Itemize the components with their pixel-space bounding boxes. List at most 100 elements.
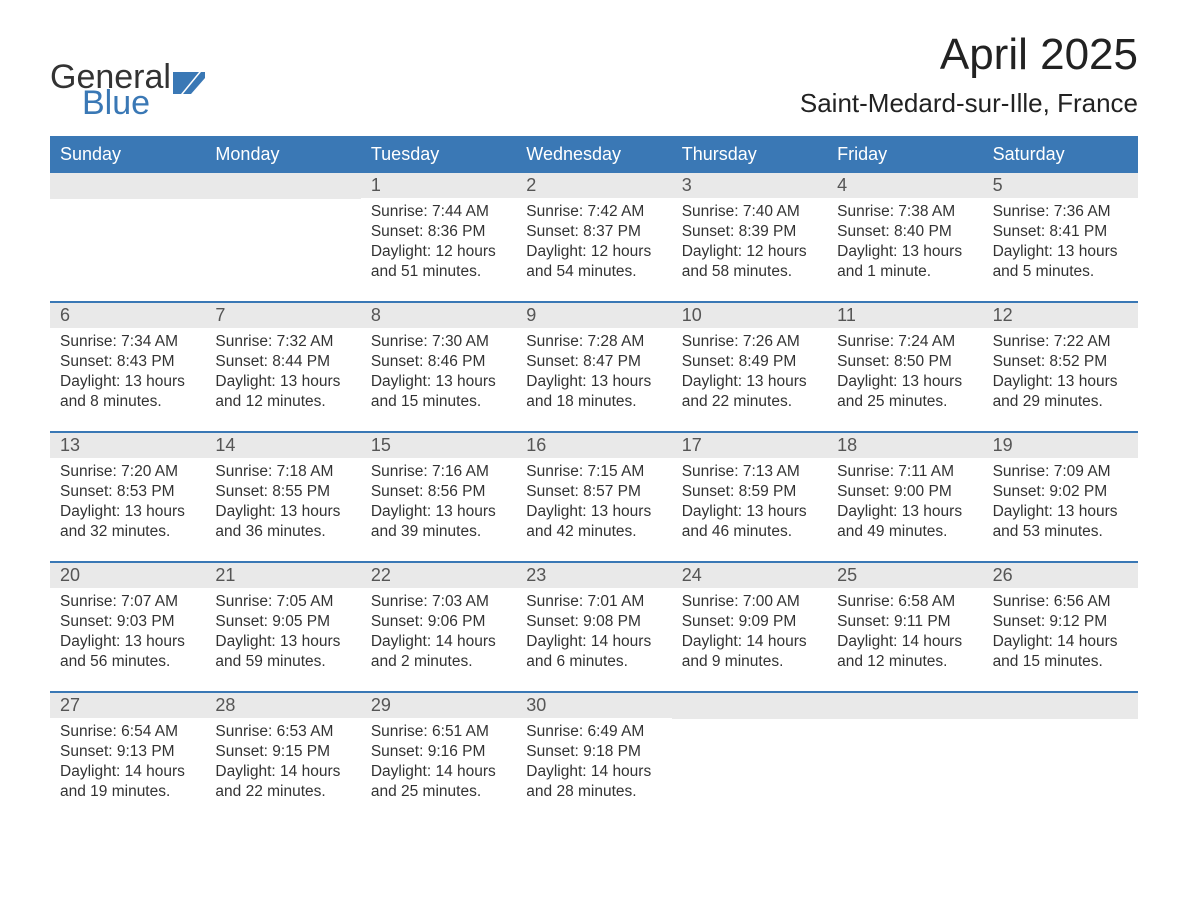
day-daylight2: and 18 minutes. <box>526 392 661 412</box>
day-number: 7 <box>205 303 360 328</box>
week-row: 20Sunrise: 7:07 AMSunset: 9:03 PMDayligh… <box>50 561 1138 691</box>
day-sunrise: Sunrise: 7:00 AM <box>682 592 817 612</box>
day-sunrise: Sunrise: 7:09 AM <box>993 462 1128 482</box>
day-daylight1: Daylight: 13 hours <box>371 372 506 392</box>
day-cell: 19Sunrise: 7:09 AMSunset: 9:02 PMDayligh… <box>983 433 1138 561</box>
day-cell: 16Sunrise: 7:15 AMSunset: 8:57 PMDayligh… <box>516 433 671 561</box>
day-sunrise: Sunrise: 7:20 AM <box>60 462 195 482</box>
day-daylight2: and 5 minutes. <box>993 262 1128 282</box>
day-number: 3 <box>672 173 827 198</box>
day-body: Sunrise: 7:11 AMSunset: 9:00 PMDaylight:… <box>827 458 982 551</box>
day-cell: 15Sunrise: 7:16 AMSunset: 8:56 PMDayligh… <box>361 433 516 561</box>
day-sunrise: Sunrise: 7:03 AM <box>371 592 506 612</box>
day-number: 18 <box>827 433 982 458</box>
day-sunrise: Sunrise: 7:30 AM <box>371 332 506 352</box>
day-daylight1: Daylight: 13 hours <box>526 372 661 392</box>
day-daylight1: Daylight: 13 hours <box>60 372 195 392</box>
day-cell <box>827 693 982 821</box>
day-daylight1: Daylight: 14 hours <box>60 762 195 782</box>
day-daylight2: and 36 minutes. <box>215 522 350 542</box>
day-number: 20 <box>50 563 205 588</box>
day-daylight1: Daylight: 12 hours <box>682 242 817 262</box>
day-daylight1: Daylight: 13 hours <box>993 372 1128 392</box>
day-sunset: Sunset: 8:56 PM <box>371 482 506 502</box>
day-daylight2: and 29 minutes. <box>993 392 1128 412</box>
day-body: Sunrise: 6:53 AMSunset: 9:15 PMDaylight:… <box>205 718 360 811</box>
day-cell: 9 Sunrise: 7:28 AMSunset: 8:47 PMDaylight… <box>516 303 671 431</box>
day-cell: 5Sunrise: 7:36 AMSunset: 8:41 PMDaylight… <box>983 173 1138 301</box>
day-cell: 22Sunrise: 7:03 AMSunset: 9:06 PMDayligh… <box>361 563 516 691</box>
week-row: 6Sunrise: 7:34 AMSunset: 8:43 PMDaylight… <box>50 301 1138 431</box>
weekday-header-row: Sunday Monday Tuesday Wednesday Thursday… <box>50 136 1138 173</box>
day-number: 6 <box>50 303 205 328</box>
day-daylight1: Daylight: 13 hours <box>526 502 661 522</box>
day-daylight1: Daylight: 14 hours <box>682 632 817 652</box>
day-cell: 11Sunrise: 7:24 AMSunset: 8:50 PMDayligh… <box>827 303 982 431</box>
day-daylight2: and 12 minutes. <box>215 392 350 412</box>
day-daylight2: and 12 minutes. <box>837 652 972 672</box>
day-cell: 8Sunrise: 7:30 AMSunset: 8:46 PMDaylight… <box>361 303 516 431</box>
day-cell: 1Sunrise: 7:44 AMSunset: 8:36 PMDaylight… <box>361 173 516 301</box>
day-body: Sunrise: 7:42 AMSunset: 8:37 PMDaylight:… <box>516 198 671 291</box>
day-sunrise: Sunrise: 6:53 AM <box>215 722 350 742</box>
day-daylight1: Daylight: 12 hours <box>526 242 661 262</box>
day-cell: 29Sunrise: 6:51 AMSunset: 9:16 PMDayligh… <box>361 693 516 821</box>
day-sunrise: Sunrise: 6:54 AM <box>60 722 195 742</box>
day-body: Sunrise: 7:09 AMSunset: 9:02 PMDaylight:… <box>983 458 1138 551</box>
day-body: Sunrise: 7:30 AMSunset: 8:46 PMDaylight:… <box>361 328 516 421</box>
day-cell: 6Sunrise: 7:34 AMSunset: 8:43 PMDaylight… <box>50 303 205 431</box>
day-cell: 2Sunrise: 7:42 AMSunset: 8:37 PMDaylight… <box>516 173 671 301</box>
day-daylight1: Daylight: 13 hours <box>215 632 350 652</box>
day-body: Sunrise: 7:20 AMSunset: 8:53 PMDaylight:… <box>50 458 205 551</box>
day-daylight2: and 8 minutes. <box>60 392 195 412</box>
day-sunset: Sunset: 8:52 PM <box>993 352 1128 372</box>
day-number: 1 <box>361 173 516 198</box>
day-sunset: Sunset: 8:37 PM <box>526 222 661 242</box>
day-number: 13 <box>50 433 205 458</box>
day-number <box>672 693 827 719</box>
day-sunset: Sunset: 9:06 PM <box>371 612 506 632</box>
day-body: Sunrise: 7:16 AMSunset: 8:56 PMDaylight:… <box>361 458 516 551</box>
day-number <box>205 173 360 199</box>
weekday-friday: Friday <box>827 136 982 173</box>
day-daylight2: and 22 minutes. <box>682 392 817 412</box>
day-sunrise: Sunrise: 7:28 AM <box>526 332 661 352</box>
day-daylight1: Daylight: 14 hours <box>371 632 506 652</box>
day-number: 21 <box>205 563 360 588</box>
day-daylight2: and 49 minutes. <box>837 522 972 542</box>
day-sunset: Sunset: 8:46 PM <box>371 352 506 372</box>
day-sunrise: Sunrise: 7:05 AM <box>215 592 350 612</box>
day-sunset: Sunset: 9:08 PM <box>526 612 661 632</box>
day-number: 11 <box>827 303 982 328</box>
week-row: 13Sunrise: 7:20 AMSunset: 8:53 PMDayligh… <box>50 431 1138 561</box>
day-body: Sunrise: 6:51 AMSunset: 9:16 PMDaylight:… <box>361 718 516 811</box>
weekday-thursday: Thursday <box>672 136 827 173</box>
day-body: Sunrise: 7:40 AMSunset: 8:39 PMDaylight:… <box>672 198 827 291</box>
day-sunset: Sunset: 9:15 PM <box>215 742 350 762</box>
header: General Blue April 2025 Saint-Medard-sur… <box>50 30 1138 120</box>
day-daylight2: and 54 minutes. <box>526 262 661 282</box>
day-sunset: Sunset: 8:41 PM <box>993 222 1128 242</box>
day-sunrise: Sunrise: 7:40 AM <box>682 202 817 222</box>
day-daylight2: and 58 minutes. <box>682 262 817 282</box>
day-daylight1: Daylight: 13 hours <box>60 502 195 522</box>
day-cell: 25Sunrise: 6:58 AMSunset: 9:11 PMDayligh… <box>827 563 982 691</box>
day-number: 26 <box>983 563 1138 588</box>
day-sunrise: Sunrise: 7:36 AM <box>993 202 1128 222</box>
day-number: 24 <box>672 563 827 588</box>
day-number: 16 <box>516 433 671 458</box>
day-daylight1: Daylight: 14 hours <box>526 632 661 652</box>
day-sunset: Sunset: 9:09 PM <box>682 612 817 632</box>
day-body: Sunrise: 7:01 AMSunset: 9:08 PMDaylight:… <box>516 588 671 681</box>
day-sunset: Sunset: 8:47 PM <box>526 352 661 372</box>
day-sunrise: Sunrise: 7:26 AM <box>682 332 817 352</box>
day-sunset: Sunset: 8:59 PM <box>682 482 817 502</box>
day-sunset: Sunset: 9:16 PM <box>371 742 506 762</box>
day-number: 9 <box>516 303 671 328</box>
day-sunrise: Sunrise: 7:18 AM <box>215 462 350 482</box>
day-number: 5 <box>983 173 1138 198</box>
day-daylight1: Daylight: 14 hours <box>215 762 350 782</box>
day-body: Sunrise: 7:18 AMSunset: 8:55 PMDaylight:… <box>205 458 360 551</box>
day-daylight1: Daylight: 14 hours <box>993 632 1128 652</box>
day-daylight1: Daylight: 13 hours <box>60 632 195 652</box>
